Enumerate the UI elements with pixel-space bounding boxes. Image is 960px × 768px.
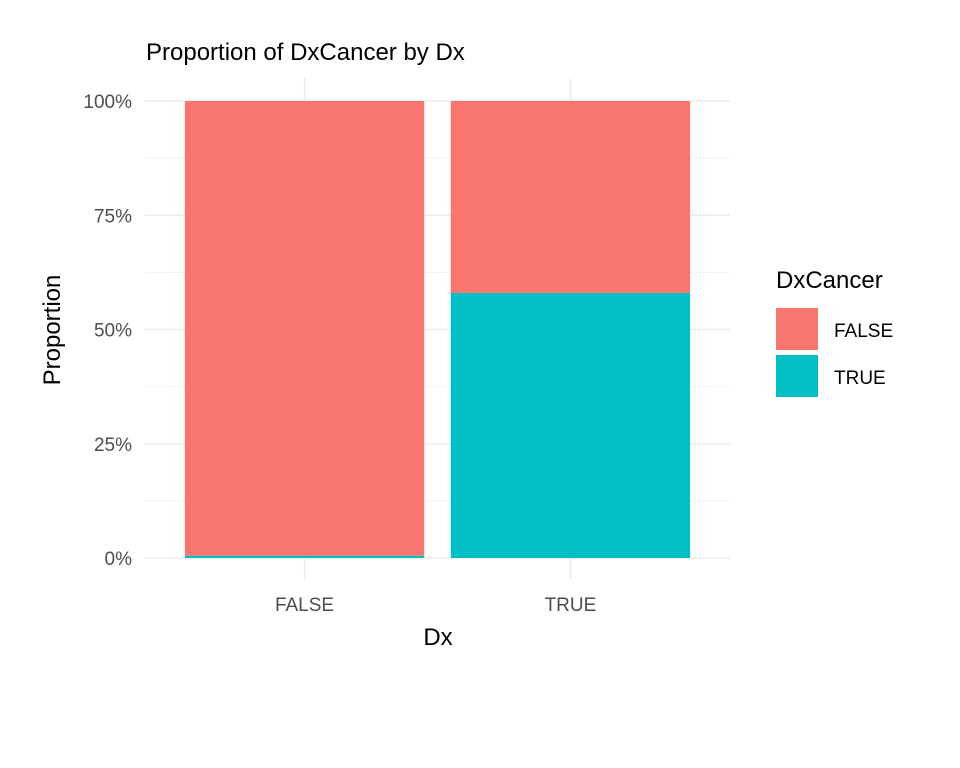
- bar-segment-true-false: [450, 101, 691, 293]
- y-tick-label: 100%: [83, 92, 132, 113]
- legend-label-true: TRUE: [834, 368, 886, 389]
- y-axis-title: Proportion: [39, 275, 66, 386]
- bar-segment-true-true: [450, 292, 691, 558]
- bar-segment-false-false: [184, 101, 425, 556]
- bar-segment-false-true: [184, 555, 425, 558]
- chart-title: Proportion of DxCancer by Dx: [146, 39, 465, 66]
- y-tick-labels: 0% 25% 50% 75% 100%: [83, 92, 132, 570]
- legend-title: DxCancer: [776, 267, 883, 294]
- x-tick-label: FALSE: [275, 595, 334, 616]
- y-tick-label: 75%: [94, 206, 132, 227]
- legend-key-false: [776, 308, 818, 350]
- y-tick-label: 0%: [105, 549, 133, 570]
- legend-key-true: [776, 355, 818, 397]
- x-axis-title: Dx: [423, 624, 452, 651]
- y-tick-label: 25%: [94, 435, 132, 456]
- y-tick-label: 50%: [94, 321, 132, 342]
- bars: [184, 101, 691, 558]
- legend: DxCancer FALSE TRUE: [776, 267, 893, 397]
- x-tick-labels: FALSE TRUE: [275, 595, 596, 616]
- legend-label-false: FALSE: [834, 321, 893, 342]
- x-tick-label: TRUE: [545, 595, 597, 616]
